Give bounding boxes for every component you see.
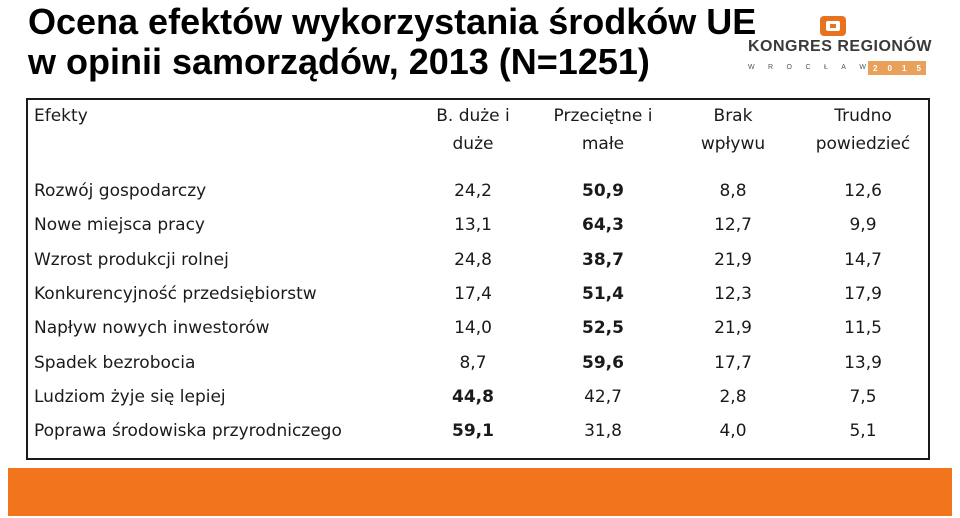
table-cell: 64,3 <box>582 215 624 236</box>
row-label: Spadek bezrobocia <box>34 352 196 373</box>
logo-year-digit: 1 <box>902 63 907 73</box>
table-cell: 8,8 <box>719 181 747 202</box>
title-line-1: Ocena efektów wykorzystania środków UE <box>28 1 757 42</box>
table-row: Rozwój gospodarczy 24,2 50,9 8,8 12,6 <box>28 174 928 208</box>
logo-name: KONGRES REGIONÓW <box>748 38 933 55</box>
column-header: Brak wpływu <box>668 100 798 174</box>
row-label: Poprawa środowiska przyrodniczego <box>34 421 342 442</box>
table-cell: 12,3 <box>714 284 752 305</box>
table-cell: 52,5 <box>582 318 624 339</box>
table-row: Nowe miejsca pracy 13,1 64,3 12,7 9,9 <box>28 208 928 242</box>
column-header: Efekty <box>28 100 408 174</box>
column-header-line-1: Efekty <box>34 106 88 126</box>
table-cell: 13,9 <box>844 352 882 373</box>
logo-city-letter: A <box>841 64 846 71</box>
table-cell: 51,4 <box>582 284 624 305</box>
table-cell: 7,5 <box>849 386 877 407</box>
row-label: Konkurencyjność przedsiębiorstw <box>34 284 317 305</box>
row-label: Wzrost produkcji rolnej <box>34 249 229 270</box>
column-header-line-2: duże <box>452 134 494 154</box>
column-header: B. duże i duże <box>408 100 538 174</box>
title-line-2: w opinii samorządów, 2013 (N=1251) <box>28 41 650 82</box>
table-row: Poprawa środowiska przyrodniczego 59,1 31,… <box>28 414 928 448</box>
column-header: Przeciętne i małe <box>538 100 668 174</box>
logo-year-digit: 0 <box>887 63 892 73</box>
table-cell: 2,8 <box>719 386 747 407</box>
table-cell: 17,7 <box>714 352 752 373</box>
table-cell: 11,5 <box>844 318 882 339</box>
column-header-line-1: B. duże i <box>436 106 510 126</box>
logo-city-letter: Ł <box>823 64 828 71</box>
table-cell: 24,2 <box>454 181 492 202</box>
footer-bar <box>8 468 952 516</box>
table-cell: 12,7 <box>714 215 752 236</box>
column-header-line-1: Brak <box>713 106 753 126</box>
table-cell: 44,8 <box>452 386 494 407</box>
table-cell: 38,7 <box>582 249 624 270</box>
column-header-line-1: Przeciętne i <box>553 106 653 126</box>
column-header-line-2: powiedzieć <box>815 134 911 154</box>
logo-city-letter: O <box>786 64 792 71</box>
table-row: Wzrost produkcji rolnej 24,8 38,7 21,9 14,7 <box>28 243 928 277</box>
table-header-row: Efekty B. duże i duże Przeciętne i małe Brak w… <box>28 100 928 174</box>
table-cell: 59,1 <box>452 421 494 442</box>
table-cell: 5,1 <box>849 421 877 442</box>
table-cell: 14,7 <box>844 249 882 270</box>
table-cell: 17,9 <box>844 284 882 305</box>
logo-city-letter: W <box>859 64 866 71</box>
logo-year-digit: 2 <box>873 63 878 73</box>
table-cell: 14,0 <box>454 318 492 339</box>
table-row: Spadek bezrobocia 8,7 59,6 17,7 13,9 <box>28 345 928 379</box>
table-cell: 13,1 <box>454 215 492 236</box>
slide-title: Ocena efektów wykorzystania środków UE w… <box>28 2 756 82</box>
table-cell: 8,7 <box>459 352 487 373</box>
table-cell: 59,6 <box>582 352 624 373</box>
table-cell: 17,4 <box>454 284 492 305</box>
table-cell: 42,7 <box>584 386 622 407</box>
table-cell: 31,8 <box>584 421 622 442</box>
column-header-line-2: wpływu <box>700 134 766 154</box>
logo-year-digit: 5 <box>916 63 921 73</box>
row-label: Rozwój gospodarczy <box>34 181 207 202</box>
table-cell: 50,9 <box>582 181 624 202</box>
effects-table: Efekty B. duże i duże Przeciętne i małe Brak w… <box>28 100 928 448</box>
logo-mark-icon <box>820 16 846 36</box>
table-row: Ludziom żyje się lepiej 44,8 42,7 2,8 7,5 <box>28 380 928 414</box>
logo-city-letter: R <box>768 64 774 71</box>
row-label: Ludziom żyje się lepiej <box>34 386 226 407</box>
table-cell: 12,6 <box>844 181 882 202</box>
table-body: Rozwój gospodarczy 24,2 50,9 8,8 12,6 Nowe mi… <box>28 174 928 448</box>
row-label: Napływ nowych inwestorów <box>34 318 270 339</box>
table-cell: 21,9 <box>714 249 752 270</box>
column-header-line-1: Trudno <box>834 106 892 126</box>
logo-city-letter: W <box>748 64 755 71</box>
logo-city-letter: C <box>805 64 811 71</box>
table-row: Napływ nowych inwestorów 14,0 52,5 21,9 11,5 <box>28 311 928 345</box>
table-row: Konkurencyjność przedsiębiorstw 17,4 51,4 1… <box>28 277 928 311</box>
table-cell: 9,9 <box>849 215 877 236</box>
table-cell: 4,0 <box>719 421 747 442</box>
column-header: Trudno powiedzieć <box>798 100 928 174</box>
table-frame <box>26 98 930 460</box>
column-header-line-2: małe <box>581 134 625 154</box>
table-cell: 21,9 <box>714 318 752 339</box>
table-cell: 24,8 <box>454 249 492 270</box>
row-label: Nowe miejsca pracy <box>34 215 205 236</box>
